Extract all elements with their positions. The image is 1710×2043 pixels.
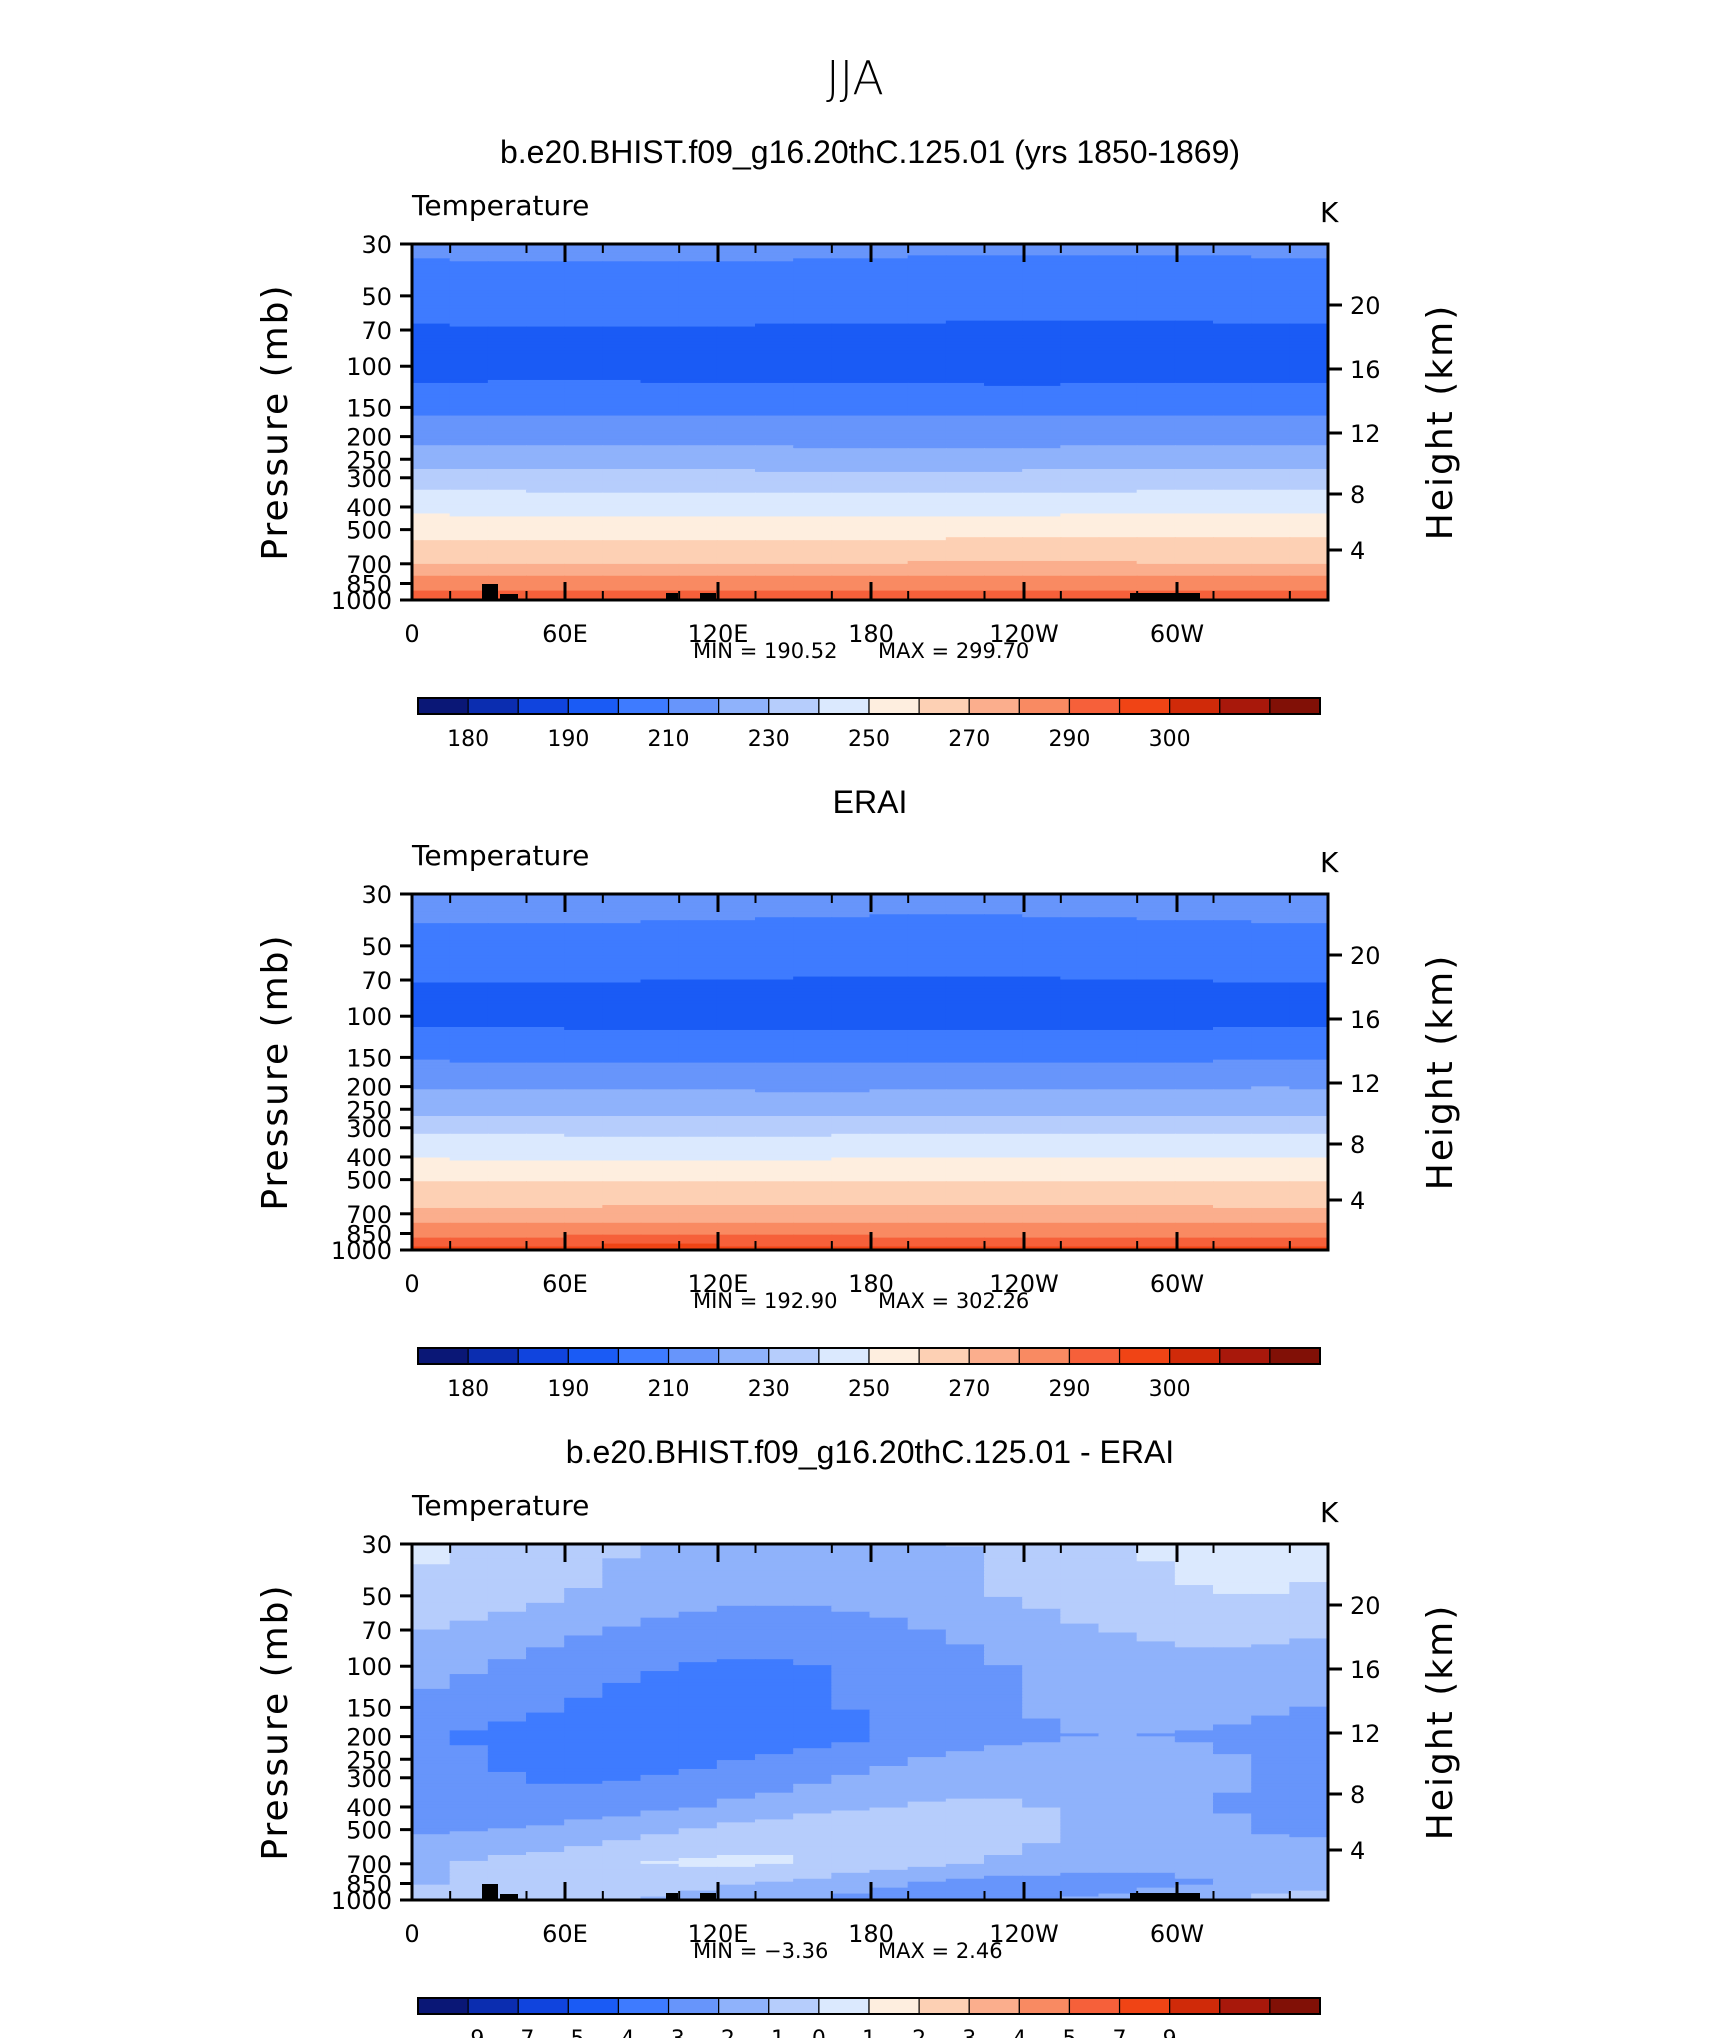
variable-label: Temperature bbox=[411, 189, 589, 222]
y-tick-label: 50 bbox=[361, 283, 392, 311]
y-right-tick-label: 8 bbox=[1350, 481, 1365, 509]
colorbar-label: 230 bbox=[748, 727, 790, 752]
colorbar-swatch bbox=[969, 698, 1019, 714]
colorbar-label: 210 bbox=[648, 727, 690, 752]
colorbar-swatch bbox=[1019, 698, 1069, 714]
y-tick-label: 150 bbox=[346, 394, 392, 422]
topography-mask bbox=[482, 584, 498, 600]
colorbar-swatch bbox=[468, 698, 518, 714]
panel-1: b.e20.BHIST.f09_g16.20thC.125.01 (yrs 18… bbox=[255, 134, 1461, 752]
colorbar-label: 300 bbox=[1149, 727, 1191, 752]
y-tick-label: 70 bbox=[361, 317, 392, 345]
figure-title: JJA bbox=[826, 51, 884, 105]
colorbar-label: 290 bbox=[1048, 727, 1090, 752]
units-label: K bbox=[1320, 846, 1339, 879]
contour-field bbox=[412, 244, 1329, 601]
colorbar-label: 270 bbox=[948, 727, 990, 752]
y-right-tick-label: 4 bbox=[1350, 537, 1365, 565]
colorbar-swatch bbox=[669, 698, 719, 714]
x-tick-label: 60E bbox=[542, 620, 588, 648]
panel-title: ERAI bbox=[833, 784, 908, 820]
colorbar-swatch bbox=[819, 698, 869, 714]
colorbar-swatch bbox=[719, 698, 769, 714]
y-right-tick-label: 16 bbox=[1350, 356, 1381, 384]
colorbar-swatch bbox=[919, 698, 969, 714]
colorbar-label: 190 bbox=[547, 727, 589, 752]
colorbar-swatch bbox=[769, 698, 819, 714]
colorbar-swatch bbox=[618, 698, 668, 714]
y-tick-label: 300 bbox=[346, 465, 392, 493]
y-right-tick-label: 12 bbox=[1350, 420, 1381, 448]
min-value: MIN = 190.52 bbox=[693, 639, 837, 663]
colorbar-swatch bbox=[1069, 698, 1119, 714]
colorbar-swatch bbox=[869, 698, 919, 714]
colorbar-swatch bbox=[1220, 698, 1270, 714]
units-label: K bbox=[1320, 196, 1339, 229]
y-tick-label: 30 bbox=[361, 231, 392, 259]
max-value: MAX = 299.70 bbox=[878, 639, 1029, 663]
colorbar-swatch bbox=[1120, 698, 1170, 714]
colorbar-swatch bbox=[518, 698, 568, 714]
colorbar-swatch bbox=[568, 698, 618, 714]
contour-field bbox=[412, 894, 1329, 1251]
panel-title: b.e20.BHIST.f09_g16.20thC.125.01 (yrs 18… bbox=[500, 134, 1240, 170]
y-axis-label: Pressure (mb) bbox=[255, 283, 296, 560]
x-tick-label: 60W bbox=[1150, 620, 1204, 648]
variable-label: Temperature bbox=[411, 839, 589, 872]
y-tick-label: 500 bbox=[346, 517, 392, 545]
x-tick-label: 0 bbox=[404, 620, 419, 648]
colorbar-label: 250 bbox=[848, 727, 890, 752]
y-right-tick-label: 20 bbox=[1350, 292, 1381, 320]
colorbar-label: 180 bbox=[447, 727, 489, 752]
panels: b.e20.BHIST.f09_g16.20thC.125.01 (yrs 18… bbox=[255, 134, 1461, 2038]
colorbar-swatch bbox=[1270, 698, 1320, 714]
y-tick-label: 1000 bbox=[331, 587, 392, 615]
y-tick-label: 100 bbox=[346, 353, 392, 381]
y-axis-label-right: Height (km) bbox=[1420, 304, 1461, 540]
colorbar-swatch bbox=[418, 698, 468, 714]
colorbar-swatch bbox=[1170, 698, 1220, 714]
